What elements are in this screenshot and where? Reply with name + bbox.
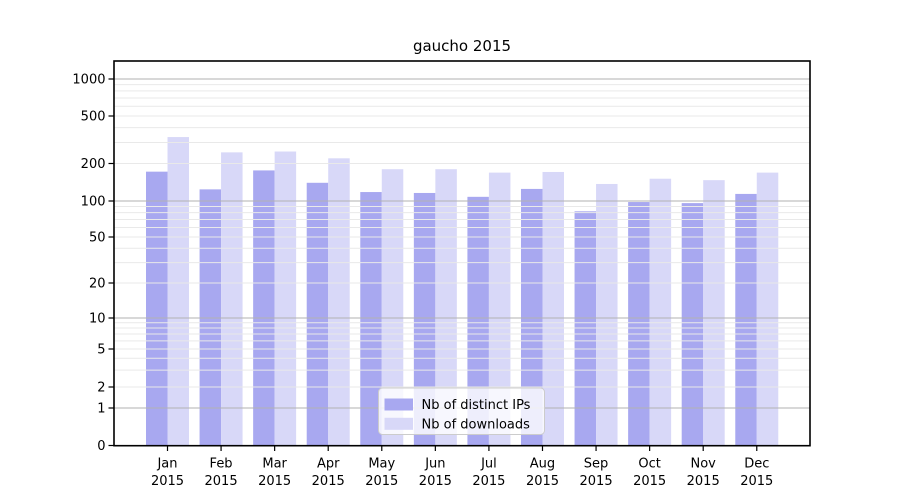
y-tick-label-1: 1: [97, 402, 105, 417]
y-tick-label-200: 200: [81, 157, 106, 172]
y-tick-label-0: 0: [97, 439, 105, 454]
x-axis-ticks: [166, 445, 758, 451]
y-axis-labels: 0 1 2 5 10 20 50 100 200 500 1000: [72, 73, 105, 455]
bar-distinct-ips-jun: [413, 192, 436, 446]
bar-distinct-ips-mar: [253, 170, 275, 446]
x-tick-label-month-sep: Sep: [584, 457, 609, 472]
legend-swatch-downloads: [384, 417, 413, 430]
x-tick-label-year-sep: 2015: [580, 474, 613, 489]
y-tick-label-100: 100: [81, 195, 106, 210]
x-axis-labels: Jan 2015 Feb 2015 Mar 2015 Apr 2015 May 2015 Jun 20…: [151, 457, 773, 490]
x-tick-label-year-jun: 2015: [419, 474, 452, 489]
x-tick-label-month-jun: Jun: [424, 457, 445, 472]
bar-distinct-ips-apr: [306, 182, 329, 446]
x-tick-label-year-feb: 2015: [205, 474, 238, 489]
bar-downloads-feb: [221, 152, 243, 446]
bar-downloads-mar: [274, 151, 297, 446]
minor-gridlines-layer: [114, 84, 810, 388]
bar-downloads-apr: [328, 158, 350, 446]
x-tick-label-month-may: May: [368, 457, 395, 472]
x-tick-label-month-dec: Dec: [744, 457, 769, 472]
x-tick-label-year-dec: 2015: [740, 474, 773, 489]
y-tick-label-500: 500: [81, 110, 106, 125]
x-tick-label-month-jan: Jan: [156, 457, 177, 472]
major-gridlines-layer: [114, 78, 810, 409]
bar-distinct-ips-jul: [467, 196, 489, 446]
bar-downloads-sep: [596, 183, 618, 446]
legend-swatch-distinct-ips: [384, 398, 413, 411]
legend-label-distinct-ips: Nb of distinct IPs: [422, 398, 531, 413]
bar-downloads-aug: [542, 171, 564, 446]
plot-border: [113, 60, 811, 447]
bar-downloads-oct: [649, 178, 672, 446]
bar-distinct-ips-may: [360, 192, 382, 446]
x-tick-label-year-jul: 2015: [472, 474, 505, 489]
bar-downloads-may: [381, 169, 404, 446]
y-tick-label-20: 20: [89, 277, 106, 292]
x-tick-label-month-apr: Apr: [317, 457, 340, 472]
chart-title: gaucho 2015: [413, 37, 511, 55]
bar-distinct-ips-jan: [146, 171, 168, 446]
y-tick-label-1000: 1000: [72, 73, 105, 88]
y-axis-ticks: [108, 78, 114, 447]
x-tick-label-month-nov: Nov: [691, 457, 717, 472]
y-tick-label-5: 5: [97, 343, 105, 358]
x-tick-label-year-may: 2015: [365, 474, 398, 489]
x-tick-label-year-apr: 2015: [312, 474, 345, 489]
bar-distinct-ips-aug: [520, 188, 543, 446]
x-tick-label-month-jul: Jul: [480, 457, 497, 472]
x-tick-label-month-aug: Aug: [530, 457, 555, 472]
y-tick-label-50: 50: [89, 231, 106, 246]
bar-distinct-ips-dec: [735, 193, 757, 446]
bar-downloads-jul: [488, 172, 511, 446]
x-tick-label-year-nov: 2015: [687, 474, 720, 489]
bar-distinct-ips-oct: [628, 202, 650, 446]
legend-box: [378, 387, 545, 435]
bar-distinct-ips-nov: [681, 203, 704, 446]
bar-downloads-jan: [167, 137, 189, 446]
x-tick-label-month-feb: Feb: [210, 457, 233, 472]
legend-label-downloads: Nb of downloads: [422, 417, 531, 432]
y-tick-label-2: 2: [97, 381, 105, 396]
bar-downloads-dec: [756, 172, 779, 446]
legend: Nb of distinct IPs Nb of downloads: [378, 387, 545, 435]
x-tick-label-year-aug: 2015: [526, 474, 559, 489]
x-tick-label-year-mar: 2015: [258, 474, 291, 489]
x-tick-label-month-mar: Mar: [262, 457, 287, 472]
bar-downloads-jun: [435, 169, 457, 446]
x-tick-label-month-oct: Oct: [638, 457, 660, 472]
x-tick-label-year-oct: 2015: [633, 474, 666, 489]
bar-downloads-nov: [703, 180, 725, 446]
bar-distinct-ips-feb: [199, 189, 222, 446]
x-tick-label-year-jan: 2015: [151, 474, 184, 489]
y-tick-label-10: 10: [89, 312, 106, 327]
